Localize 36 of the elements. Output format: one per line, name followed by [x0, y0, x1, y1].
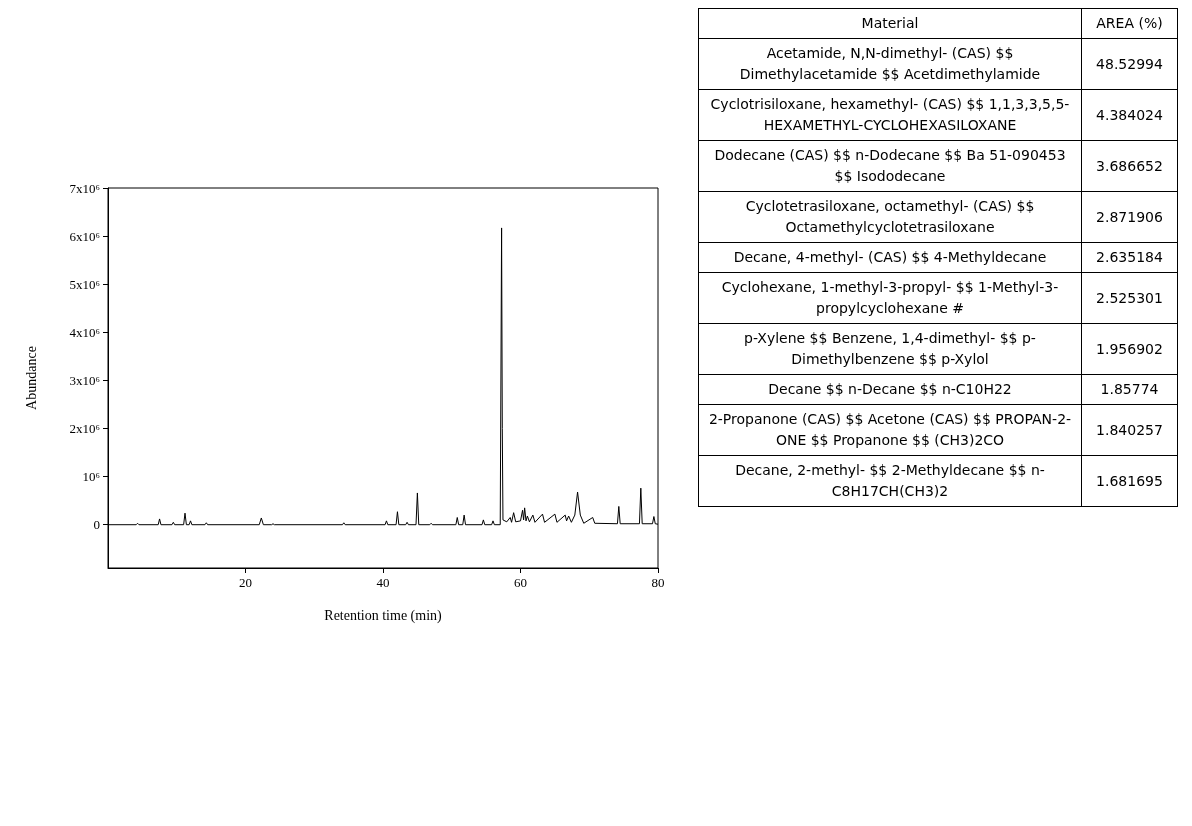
- y-tick-label: 4x10⁶: [69, 324, 100, 340]
- data-label: 48.52994: [1081, 38, 1178, 90]
- category-label: p-Xylene $$ Benzene, 1,4-dimethyl- $$ p-Dimethylbenzene $$ p-Xylol: [698, 323, 1082, 375]
- category-label: Decane, 4-methyl- (CAS) $$ 4-Methyldecane: [698, 242, 1082, 273]
- category-label: Cyclotrisiloxane, hexamethyl- (CAS) $$ 1,1,3,3,5,5-HEXAMETHYL-CYCLOHEXASILOXANE: [698, 89, 1082, 141]
- category-label: Cyclotetrasiloxane, octamethyl- (CAS) $$ Octamethylcyclotetrasiloxane: [698, 191, 1082, 243]
- data-label: 1.85774: [1081, 374, 1178, 405]
- x-tick-label: 80: [651, 575, 665, 590]
- category-label: Cyclohexane, 1-methyl-3-propyl- $$ 1-Methyl-3-propylcyclohexane #: [698, 272, 1082, 324]
- y-axis-title: Abundance: [23, 346, 39, 410]
- category-label: Dodecane (CAS) $$ n-Dodecane $$ Ba 51-090453 $$ Isododecane: [698, 140, 1082, 192]
- y-tick-label: 2x10⁶: [69, 421, 100, 437]
- y-tick-label: 5x10⁶: [69, 276, 100, 292]
- data-label: 2.635184: [1081, 242, 1178, 273]
- data-label: 1.840257: [1081, 404, 1178, 456]
- data-label: 1.681695: [1081, 455, 1178, 507]
- x-tick-label: 40: [376, 575, 390, 590]
- x-tick-label: 20: [239, 575, 252, 590]
- data-label: 2.525301: [1081, 272, 1178, 324]
- y-tick-label: 10⁶: [82, 469, 100, 485]
- category-label: 2-Propanone (CAS) $$ Acetone (CAS) $$ PROPAN-2-ONE $$ Propanone $$ (CH3)2CO: [698, 404, 1082, 456]
- text: Material: [698, 8, 1082, 39]
- data-label: 1.956902: [1081, 323, 1178, 375]
- category-label: Decane, 2-methyl- $$ 2-Methyldecane $$ n-C8H17CH(CH3)2: [698, 455, 1082, 507]
- category-label: Acetamide, N,N-dimethyl- (CAS) $$ Dimethylacetamide $$ Acetdimethylamide: [698, 38, 1082, 90]
- data-label: 2.871906: [1081, 191, 1178, 243]
- x-axis-title: Retention time (min): [324, 607, 443, 624]
- y-tick-label: 6x10⁶: [69, 228, 100, 244]
- x-tick-label: 60: [514, 575, 527, 590]
- text: AREA (%): [1081, 8, 1178, 39]
- y-tick-label: 0: [93, 517, 100, 533]
- y-tick-label: 7x10⁶: [69, 180, 100, 196]
- data-label: 3.686652: [1081, 140, 1178, 192]
- y-tick-label: 3x10⁶: [69, 372, 100, 388]
- category-label: Decane $$ n-Decane $$ n-C10H22: [698, 374, 1082, 405]
- data-label: 4.384024: [1081, 89, 1178, 141]
